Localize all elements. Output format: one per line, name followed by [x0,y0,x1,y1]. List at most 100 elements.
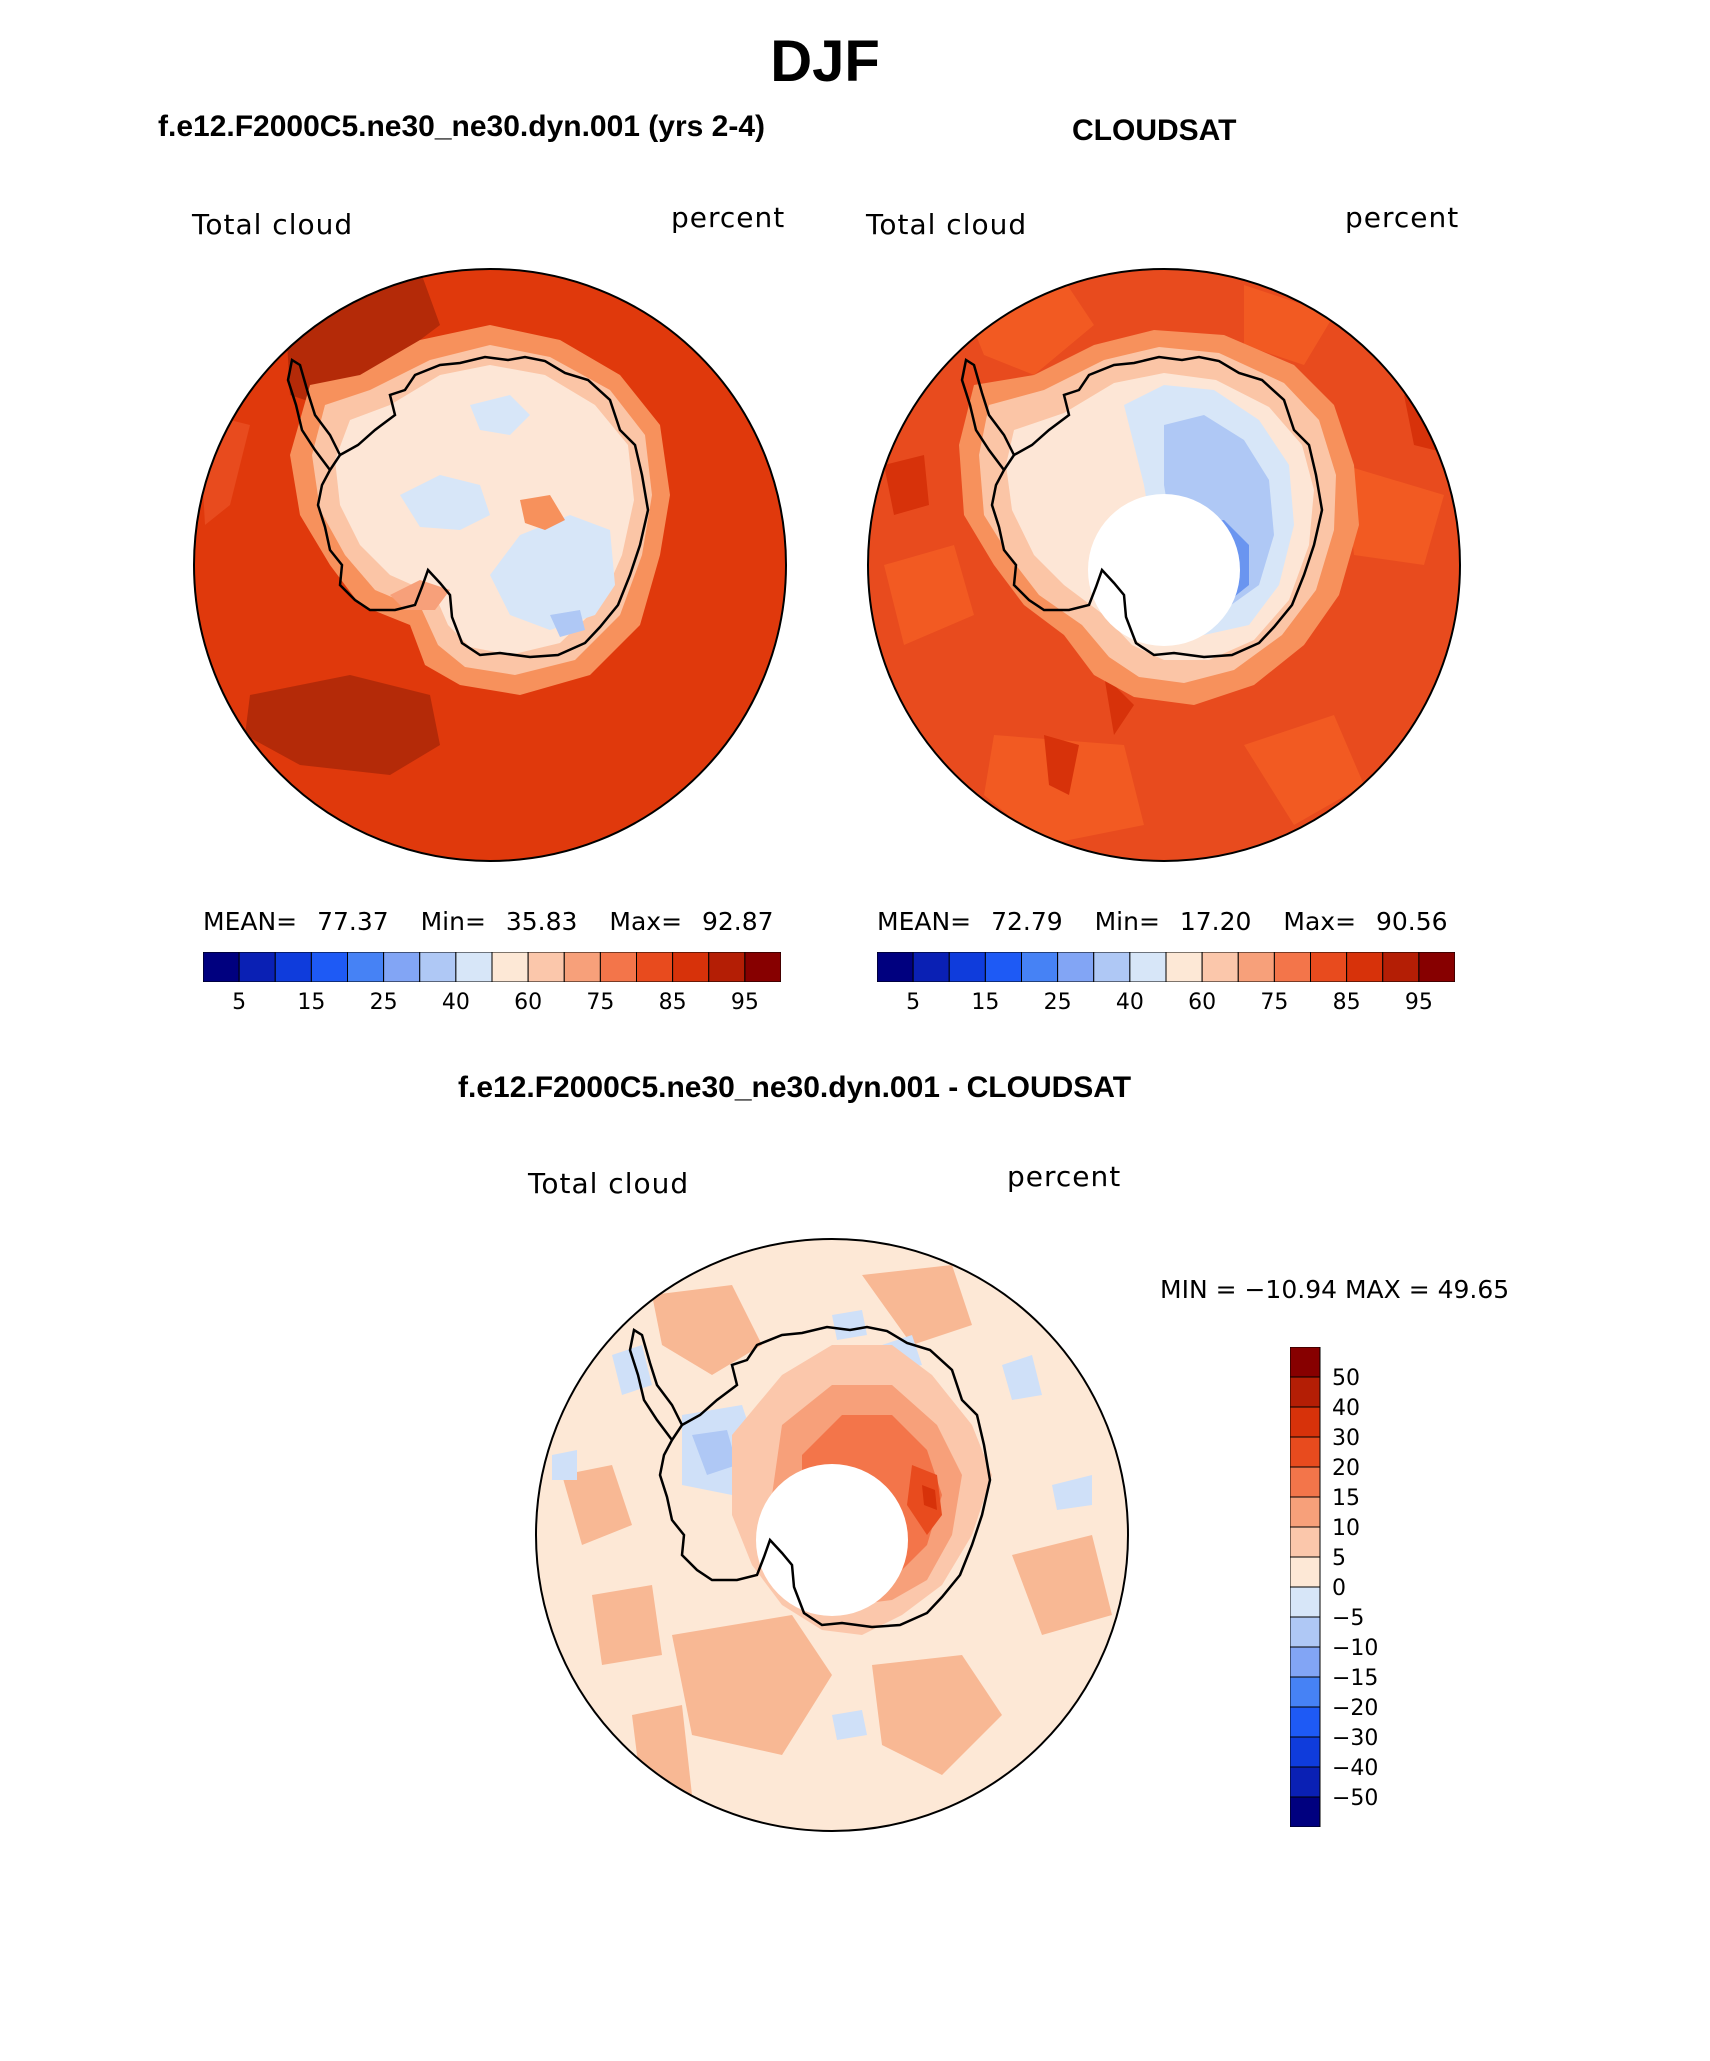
colorbar-swatch [1290,1436,1321,1468]
season-title: DJF [770,29,880,94]
model-min-label: Min= [420,907,486,936]
colorbar-swatch [1290,1496,1321,1528]
model-colorbar-ticks: 5 15 25 40 60 75 85 95 [203,990,781,1020]
colorbar-swatch [1290,1586,1321,1618]
colorbar-swatch [636,952,674,982]
colorbar-tick-label: 15 [297,990,326,1015]
colorbar-tick-label: 20 [1332,1456,1360,1481]
colorbar-tick-label: 10 [1332,1516,1360,1541]
colorbar-swatch [1290,1706,1321,1738]
colorbar-tick-label: 40 [1332,1396,1360,1421]
obs-polar-map [867,268,1461,862]
colorbar-swatch [347,952,385,982]
colorbar-swatch [877,952,914,982]
positive-patches [562,1265,1112,1795]
colorbar-swatch [1273,952,1311,982]
colorbar-swatch [1310,952,1348,982]
colorbar-swatch [563,952,601,982]
colorbar-tick-label: 60 [1188,990,1217,1015]
colorbar-tick-label: 15 [971,990,1000,1015]
colorbar-swatch [1290,1526,1321,1558]
obs-units-label: percent [1345,201,1460,234]
antarctic-peninsula [628,1327,684,1441]
colorbar-tick-label: 0 [1332,1576,1346,1601]
colorbar-tick-label: −5 [1332,1606,1364,1631]
blue-patch-deeper [692,1430,737,1475]
interior-blue-center [400,475,490,530]
colorbar-swatch [1290,1556,1321,1588]
colorbar-swatch [1290,1406,1321,1438]
model-variable-label: Total cloud [192,208,354,241]
obs-stats: MEAN= 72.79 Min= 17.20 Max= 90.56 [877,907,1448,936]
colorbar-swatch [1290,1616,1321,1648]
colorbar-swatch [708,952,746,982]
map-boundary [535,1238,1129,1832]
colorbar-swatch [1093,952,1131,982]
interior-orange-patch [520,495,565,530]
polar-data-gap [756,1464,908,1616]
antarctic-peninsula [960,357,1016,471]
colorbar-swatch [672,952,710,982]
colorbar-tick-label: −30 [1332,1726,1378,1751]
high-cloud-region-sw [245,675,440,775]
model-colorbar [203,952,781,982]
map-boundary [193,268,787,862]
model-max-label: Max= [609,907,683,936]
colorbar-swatch [1418,952,1455,982]
antarctic-peninsula [286,357,342,471]
colorbar-tick-label: −50 [1332,1786,1378,1811]
colorbar-swatch [1290,1347,1321,1378]
antarctica-coastline [316,355,650,659]
diff-units-label: percent [1007,1160,1122,1193]
obs-colorbar-ticks: 5 15 25 40 60 75 85 95 [877,990,1455,1020]
obs-max-value: 90.56 [1376,907,1448,936]
colorbar-tick-label: 75 [586,990,615,1015]
colorbar-swatch [599,952,637,982]
colorbar-swatch [1290,1766,1321,1798]
interior-blue-east [490,515,615,630]
colorbar-swatch [1346,952,1384,982]
colorbar-tick-label: 95 [1404,990,1433,1015]
colorbar-swatch [1290,1796,1321,1827]
colorbar-swatch [1290,1736,1321,1768]
interior-blue-north [470,395,530,435]
colorbar-tick-label: 5 [1332,1546,1346,1571]
model-stats: MEAN= 77.37 Min= 35.83 Max= 92.87 [203,907,774,936]
colorbar-swatch [1165,952,1203,982]
colorbar-swatch [984,952,1022,982]
colorbar-tick-label: −40 [1332,1756,1378,1781]
obs-max-label: Max= [1283,907,1357,936]
colorbar-tick-label: 30 [1332,1426,1360,1451]
colorbar-swatch [419,952,457,982]
colorbar-swatch [1237,952,1275,982]
model-units-label: percent [671,201,786,234]
colorbar-tick-label: 5 [232,990,247,1015]
colorbar-swatch [1021,952,1059,982]
colorbar-swatch [1201,952,1239,982]
model-polar-map [193,268,787,862]
obs-mean-label: MEAN= [877,907,972,936]
colorbar-swatch [912,952,950,982]
colorbar-tick-label: 50 [1332,1366,1360,1391]
colorbar-swatch [383,952,421,982]
colorbar-swatch [527,952,565,982]
model-case-title: f.e12.F2000C5.ne30_ne30.dyn.001 (yrs 2-4… [158,110,766,143]
colorbar-swatch [1129,952,1167,982]
polar-data-gap [1088,494,1240,646]
colorbar-tick-label: 75 [1260,990,1289,1015]
diff-variable-label: Total cloud [528,1167,690,1200]
model-min-value: 35.83 [505,907,578,936]
colorbar-swatch [203,952,240,982]
obs-colorbar [877,952,1455,982]
model-mean-value: 77.37 [317,907,389,936]
colorbar-tick-label: 95 [730,990,759,1015]
colorbar-tick-label: −10 [1332,1636,1378,1661]
colorbar-swatch [238,952,276,982]
colorbar-swatch [744,952,781,982]
blue-patches [552,1310,1092,1815]
colorbar-swatch [948,952,986,982]
colorbar-tick-label: 15 [1332,1486,1360,1511]
colorbar-swatch [455,952,493,982]
antarctica-coastline [658,1325,992,1629]
